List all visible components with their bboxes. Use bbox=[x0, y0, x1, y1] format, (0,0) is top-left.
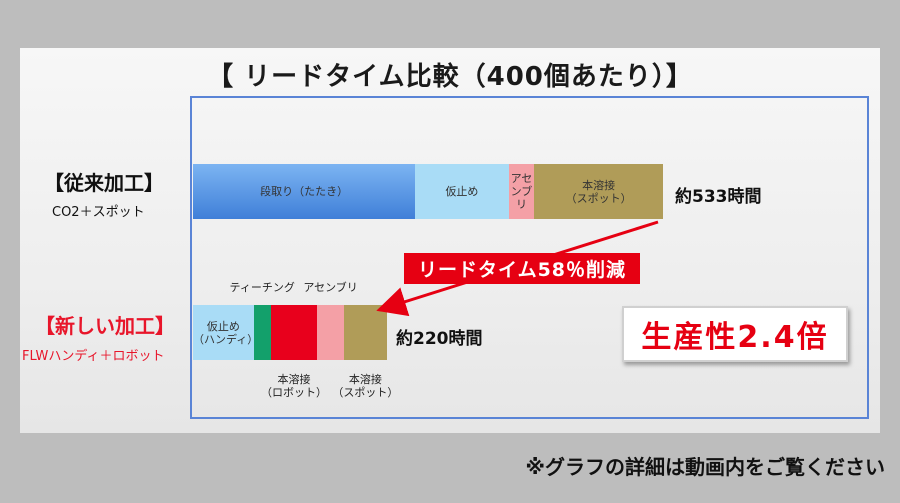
bar-segment bbox=[343, 305, 387, 360]
row-subtitle-new: FLWハンディ＋ロボット bbox=[22, 349, 165, 364]
segment-annotation: ティーチング bbox=[229, 281, 295, 294]
row-subtitle-conventional: CO2＋スポット bbox=[52, 205, 145, 220]
row-label-new: 【新しい加工】 bbox=[35, 314, 175, 338]
bar-segment: アセンブリ bbox=[508, 164, 535, 219]
segment-annotation: 本溶接 （スポット） bbox=[332, 373, 399, 399]
reduction-badge: リードタイム58％削減 bbox=[404, 253, 640, 284]
total-label-conventional: 約533時間 bbox=[675, 187, 762, 207]
chart-title: 【 リードタイム比較（400個あたり）】 bbox=[207, 62, 693, 92]
row-label-conventional: 【従来加工】 bbox=[44, 171, 164, 195]
bar-segment: 本溶接 （スポット） bbox=[534, 164, 663, 219]
bar-segment bbox=[270, 305, 318, 360]
productivity-badge: 生産性2.4倍 bbox=[622, 306, 848, 362]
bar-segment: 段取り（たたき） bbox=[193, 164, 416, 219]
segment-annotation: アセンブリ bbox=[303, 281, 358, 294]
bar-segment bbox=[317, 305, 344, 360]
footnote: ※グラフの詳細は動画内をご覧ください bbox=[525, 455, 885, 479]
bar-segment: 仮止め （ハンディ） bbox=[193, 305, 254, 360]
bar-segment: 仮止め bbox=[415, 164, 509, 219]
segment-annotation: 本溶接 （ロボット） bbox=[260, 373, 327, 399]
bar-segment bbox=[253, 305, 271, 360]
total-label-new: 約220時間 bbox=[396, 329, 483, 349]
chart-frame bbox=[190, 96, 869, 419]
